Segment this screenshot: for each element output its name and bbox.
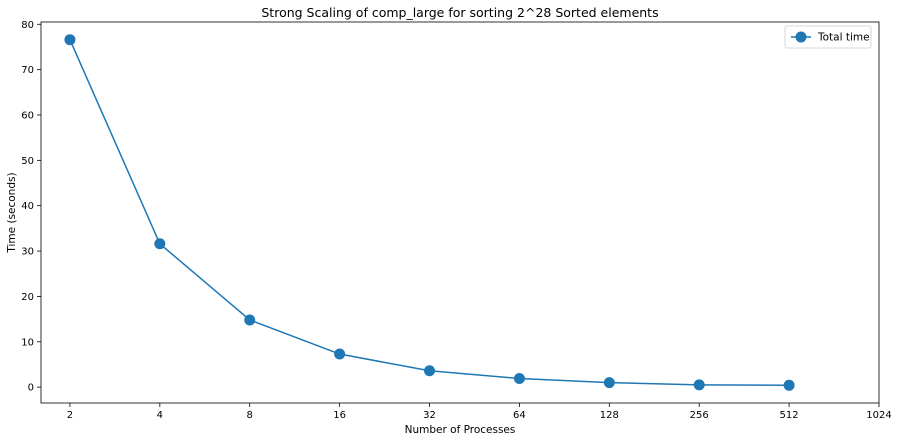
series-line (69, 39, 790, 387)
x-tick-label: 64 (513, 410, 526, 421)
x-tick-label: 16 (333, 410, 346, 421)
data-point (513, 373, 525, 385)
x-tick-label: 4 (157, 410, 163, 421)
data-point (154, 238, 166, 250)
y-tick-label: 50 (21, 156, 34, 167)
chart-title: Strong Scaling of comp_large for sorting… (261, 5, 658, 20)
data-point (64, 34, 76, 46)
y-tick-label: 60 (21, 110, 34, 121)
legend-box (784, 25, 872, 49)
x-tick-label: 512 (780, 410, 799, 421)
x-tick-label: 8 (247, 410, 253, 421)
data-point (783, 379, 795, 391)
y-tick-label: 0 (28, 383, 34, 394)
data-point (244, 314, 256, 326)
x-tick-label: 32 (423, 410, 436, 421)
x-tick-label: 128 (600, 410, 619, 421)
x-tick-label: 256 (690, 410, 709, 421)
legend: Total time (784, 25, 872, 49)
data-point (693, 379, 705, 391)
x-tick-label: 2 (67, 410, 73, 421)
data-point (603, 377, 615, 389)
y-tick-label: 20 (21, 292, 34, 303)
x-tick-label: 1024 (866, 410, 891, 421)
y-tick-label: 70 (21, 65, 34, 76)
legend-label: Total time (817, 32, 870, 44)
y-tick-label: 80 (21, 20, 34, 31)
x-axis-label: Number of Processes (405, 424, 516, 436)
y-tick-label: 30 (21, 247, 34, 258)
data-point (424, 365, 436, 377)
y-tick-label: 10 (21, 337, 34, 348)
y-tick-label: 40 (21, 201, 34, 212)
y-axis-label: Time (seconds) (6, 172, 18, 253)
axes-frame (40, 21, 880, 404)
legend-marker (795, 31, 807, 43)
data-point (334, 348, 346, 360)
plot-area: 2 4 8 16 32 64 128 256 512 1024 0 10 20 30 40 50 60 70 80 (21, 20, 891, 421)
